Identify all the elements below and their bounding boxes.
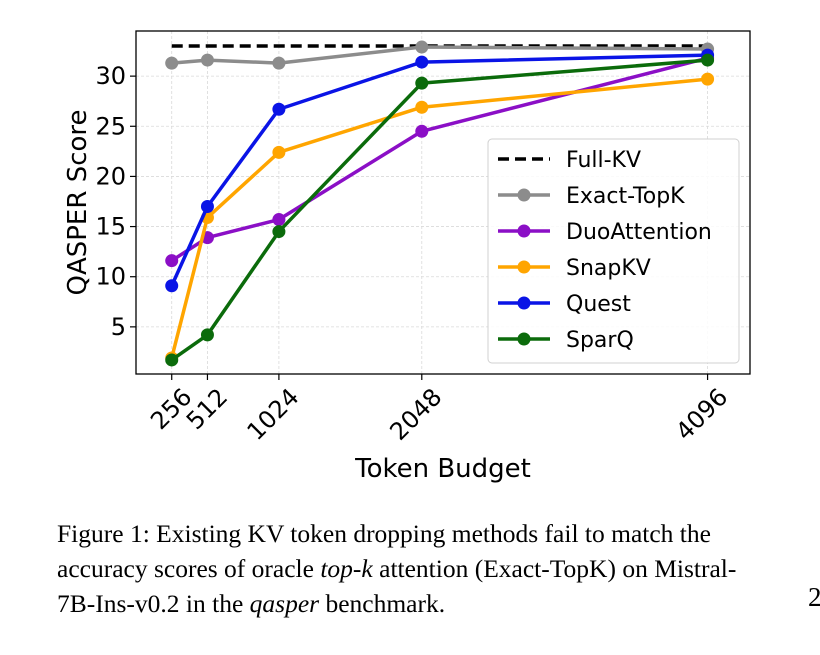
- caption-italic-topk: top-k: [320, 554, 373, 583]
- legend-item: SnapKV: [498, 256, 651, 281]
- legend-box: [487, 138, 740, 364]
- legend-item: DuoAttention: [498, 220, 712, 245]
- x-axis-label: Token Budget: [354, 454, 531, 484]
- legend-label: Exact-TopK: [566, 184, 685, 209]
- y-tick-label: 10: [95, 263, 126, 291]
- data-point-sparq: [701, 53, 715, 67]
- caption-text: Figure 1: Existing KV token dropping met…: [57, 519, 711, 583]
- legend-label: DuoAttention: [566, 220, 712, 245]
- x-tick-label: 2048: [384, 383, 447, 446]
- y-axis: 5 10 15 20 25 30: [95, 62, 136, 341]
- legend-marker: [517, 224, 531, 238]
- data-point-quest: [165, 279, 179, 293]
- data-point-sparq: [272, 225, 286, 239]
- caption-italic-qasper: qasper: [249, 589, 320, 618]
- legend-item: Quest: [498, 292, 631, 317]
- figure-caption: Figure 1: Existing KV token dropping met…: [57, 516, 769, 621]
- legend-label: SnapKV: [566, 256, 651, 281]
- data-point-quest: [272, 102, 286, 116]
- legend-label: Full-KV: [566, 148, 641, 173]
- data-point-snapkv: [701, 72, 715, 86]
- data-point-quest: [200, 200, 214, 214]
- x-tick-label: 4096: [670, 383, 733, 446]
- caption-text: benchmark.: [319, 589, 446, 618]
- y-tick-label: 5: [111, 313, 126, 341]
- x-tick-label: 512: [181, 383, 233, 435]
- caption-text: attention (Exact-TopK) on Mistral-7B-Ins…: [57, 554, 737, 618]
- plot-frame: [135, 30, 751, 375]
- data-point-duoattention: [415, 124, 429, 138]
- y-tick-label: 25: [95, 112, 126, 140]
- data-point-duoattention: [272, 213, 286, 227]
- legend-marker: [517, 260, 531, 274]
- legend-label: SparQ: [566, 328, 634, 353]
- x-tick-label: 1024: [242, 383, 305, 446]
- data-point-snapkv: [415, 100, 429, 114]
- y-tick-label: 20: [95, 162, 126, 190]
- legend-item: Full-KV: [498, 148, 641, 173]
- y-tick-label: 15: [95, 213, 126, 241]
- legend-item: SparQ: [498, 328, 634, 353]
- data-point-sparq: [165, 353, 179, 367]
- data-point-exact-topk: [165, 56, 179, 70]
- page-number: 2: [808, 582, 820, 612]
- data-point-sparq: [200, 328, 214, 342]
- data-point-quest: [415, 55, 429, 69]
- y-axis-label: QASPER Score: [63, 109, 93, 295]
- data-point-sparq: [415, 76, 429, 90]
- legend-marker: [517, 296, 531, 310]
- legend-marker: [517, 188, 531, 202]
- data-point-snapkv: [272, 145, 286, 159]
- series-layer: [165, 40, 715, 367]
- data-point-exact-topk: [200, 53, 214, 67]
- data-point-duoattention: [165, 254, 179, 268]
- legend-marker: [517, 332, 531, 346]
- legend-label: Quest: [566, 292, 631, 317]
- legend: Full-KV Exact-TopK DuoAttention SnapKV Quest…: [487, 138, 740, 364]
- data-point-exact-topk: [415, 40, 429, 54]
- data-point-exact-topk: [272, 56, 286, 70]
- legend-item: Exact-TopK: [498, 184, 685, 209]
- y-tick-label: 30: [95, 62, 126, 90]
